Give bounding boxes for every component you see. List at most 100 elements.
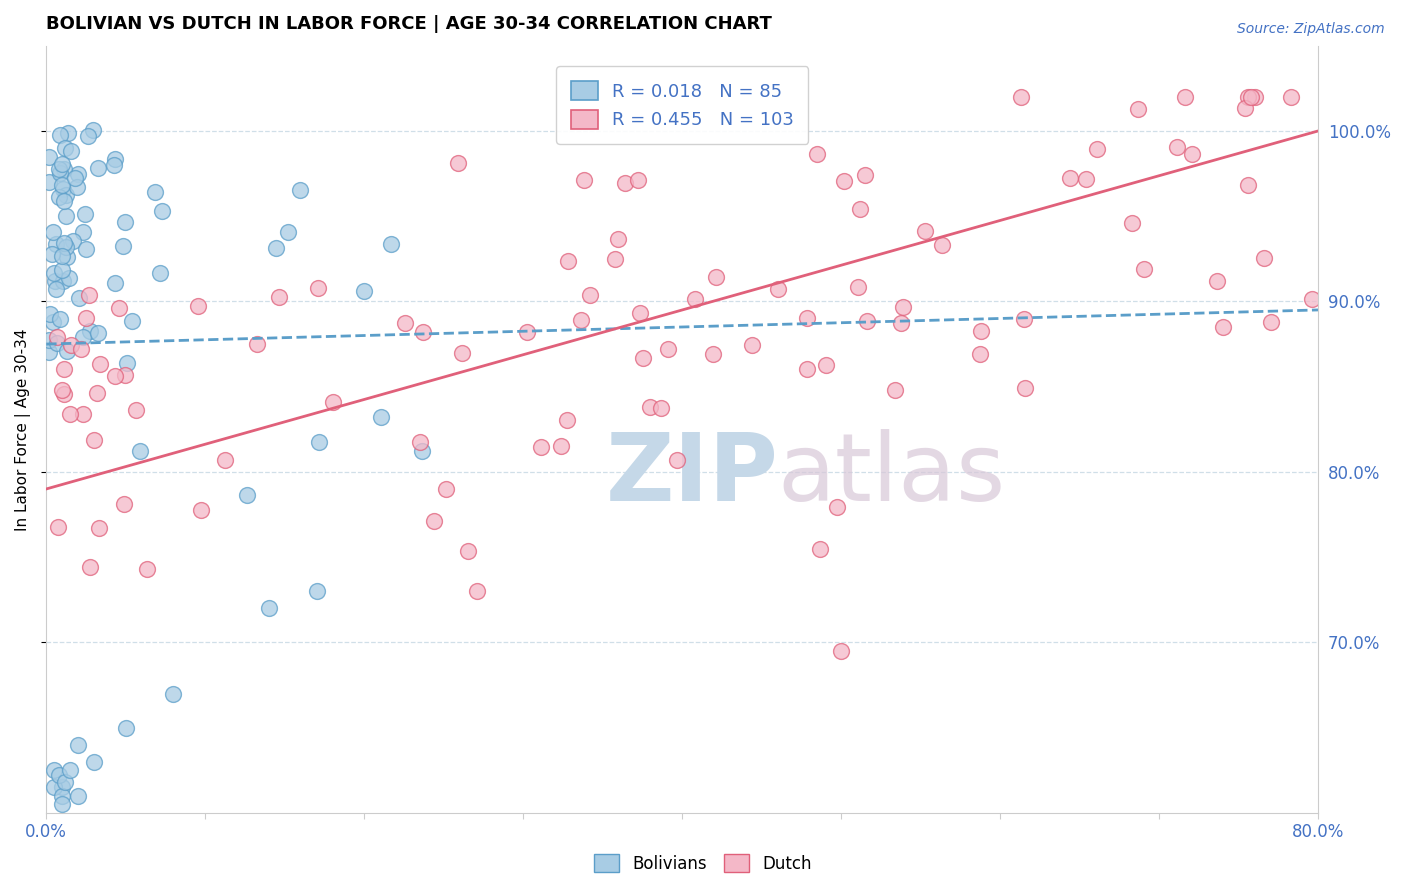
Point	[1085, 142, 1108, 156]
Point	[246, 336, 269, 351]
Point	[277, 225, 299, 239]
Point	[322, 394, 344, 409]
Point	[1121, 216, 1143, 230]
Point	[666, 453, 689, 467]
Point	[628, 306, 651, 320]
Point	[72, 407, 94, 421]
Point	[38, 345, 60, 359]
Point	[267, 290, 290, 304]
Point	[42, 315, 65, 329]
Point	[48, 520, 70, 534]
Point	[39, 308, 62, 322]
Point	[613, 176, 636, 190]
Point	[422, 514, 444, 528]
Point	[104, 152, 127, 166]
Point	[1301, 292, 1323, 306]
Point	[44, 780, 66, 795]
Point	[1181, 147, 1204, 161]
Point	[114, 721, 136, 735]
Point	[125, 402, 148, 417]
Point	[1174, 90, 1197, 104]
Point	[41, 247, 63, 261]
Point	[305, 584, 328, 599]
Point	[516, 325, 538, 339]
Point	[111, 239, 134, 253]
Point	[121, 314, 143, 328]
Point	[58, 271, 80, 285]
Point	[1260, 315, 1282, 329]
Point	[530, 440, 553, 454]
Point	[87, 161, 110, 176]
Point	[104, 369, 127, 384]
Point	[162, 687, 184, 701]
Point	[108, 301, 131, 316]
Point	[890, 317, 912, 331]
Point	[264, 241, 287, 255]
Point	[1014, 381, 1036, 395]
Point	[52, 235, 75, 250]
Point	[45, 236, 67, 251]
Point	[53, 162, 76, 177]
Point	[51, 263, 73, 277]
Point	[741, 338, 763, 352]
Point	[115, 356, 138, 370]
Point	[434, 483, 457, 497]
Point	[44, 282, 66, 296]
Point	[56, 343, 79, 358]
Point	[82, 123, 104, 137]
Text: BOLIVIAN VS DUTCH IN LABOR FORCE | AGE 30-34 CORRELATION CHART: BOLIVIAN VS DUTCH IN LABOR FORCE | AGE 3…	[46, 15, 772, 33]
Point	[87, 326, 110, 341]
Point	[52, 275, 75, 289]
Point	[657, 342, 679, 356]
Point	[53, 141, 76, 155]
Point	[55, 239, 77, 253]
Point	[970, 324, 993, 338]
Point	[83, 755, 105, 769]
Point	[808, 542, 831, 557]
Point	[557, 253, 579, 268]
Point	[83, 433, 105, 447]
Point	[290, 183, 312, 197]
Point	[52, 182, 75, 196]
Point	[44, 764, 66, 778]
Point	[606, 232, 628, 246]
Point	[447, 156, 470, 170]
Point	[63, 170, 86, 185]
Y-axis label: In Labor Force | Age 30-34: In Labor Force | Age 30-34	[15, 328, 31, 531]
Point	[1059, 171, 1081, 186]
Point	[848, 280, 870, 294]
Point	[1133, 262, 1156, 277]
Point	[56, 250, 79, 264]
Point	[114, 215, 136, 229]
Point	[806, 147, 828, 161]
Point	[650, 401, 672, 415]
Point	[1166, 140, 1188, 154]
Point	[187, 299, 209, 313]
Point	[72, 329, 94, 343]
Point	[149, 266, 172, 280]
Point	[891, 301, 914, 315]
Point	[48, 311, 70, 326]
Point	[51, 789, 73, 803]
Point	[75, 310, 97, 325]
Point	[884, 384, 907, 398]
Point	[766, 282, 789, 296]
Point	[579, 287, 602, 301]
Point	[605, 252, 627, 267]
Point	[52, 194, 75, 208]
Point	[79, 324, 101, 338]
Point	[1237, 90, 1260, 104]
Point	[42, 267, 65, 281]
Point	[66, 167, 89, 181]
Point	[89, 357, 111, 371]
Point	[914, 224, 936, 238]
Point	[353, 284, 375, 298]
Point	[77, 287, 100, 301]
Legend: R = 0.018   N = 85, R = 0.455   N = 103: R = 0.018 N = 85, R = 0.455 N = 103	[557, 66, 808, 144]
Point	[51, 156, 73, 170]
Point	[150, 204, 173, 219]
Point	[557, 413, 579, 427]
Point	[48, 190, 70, 204]
Point	[42, 225, 65, 239]
Point	[815, 358, 838, 372]
